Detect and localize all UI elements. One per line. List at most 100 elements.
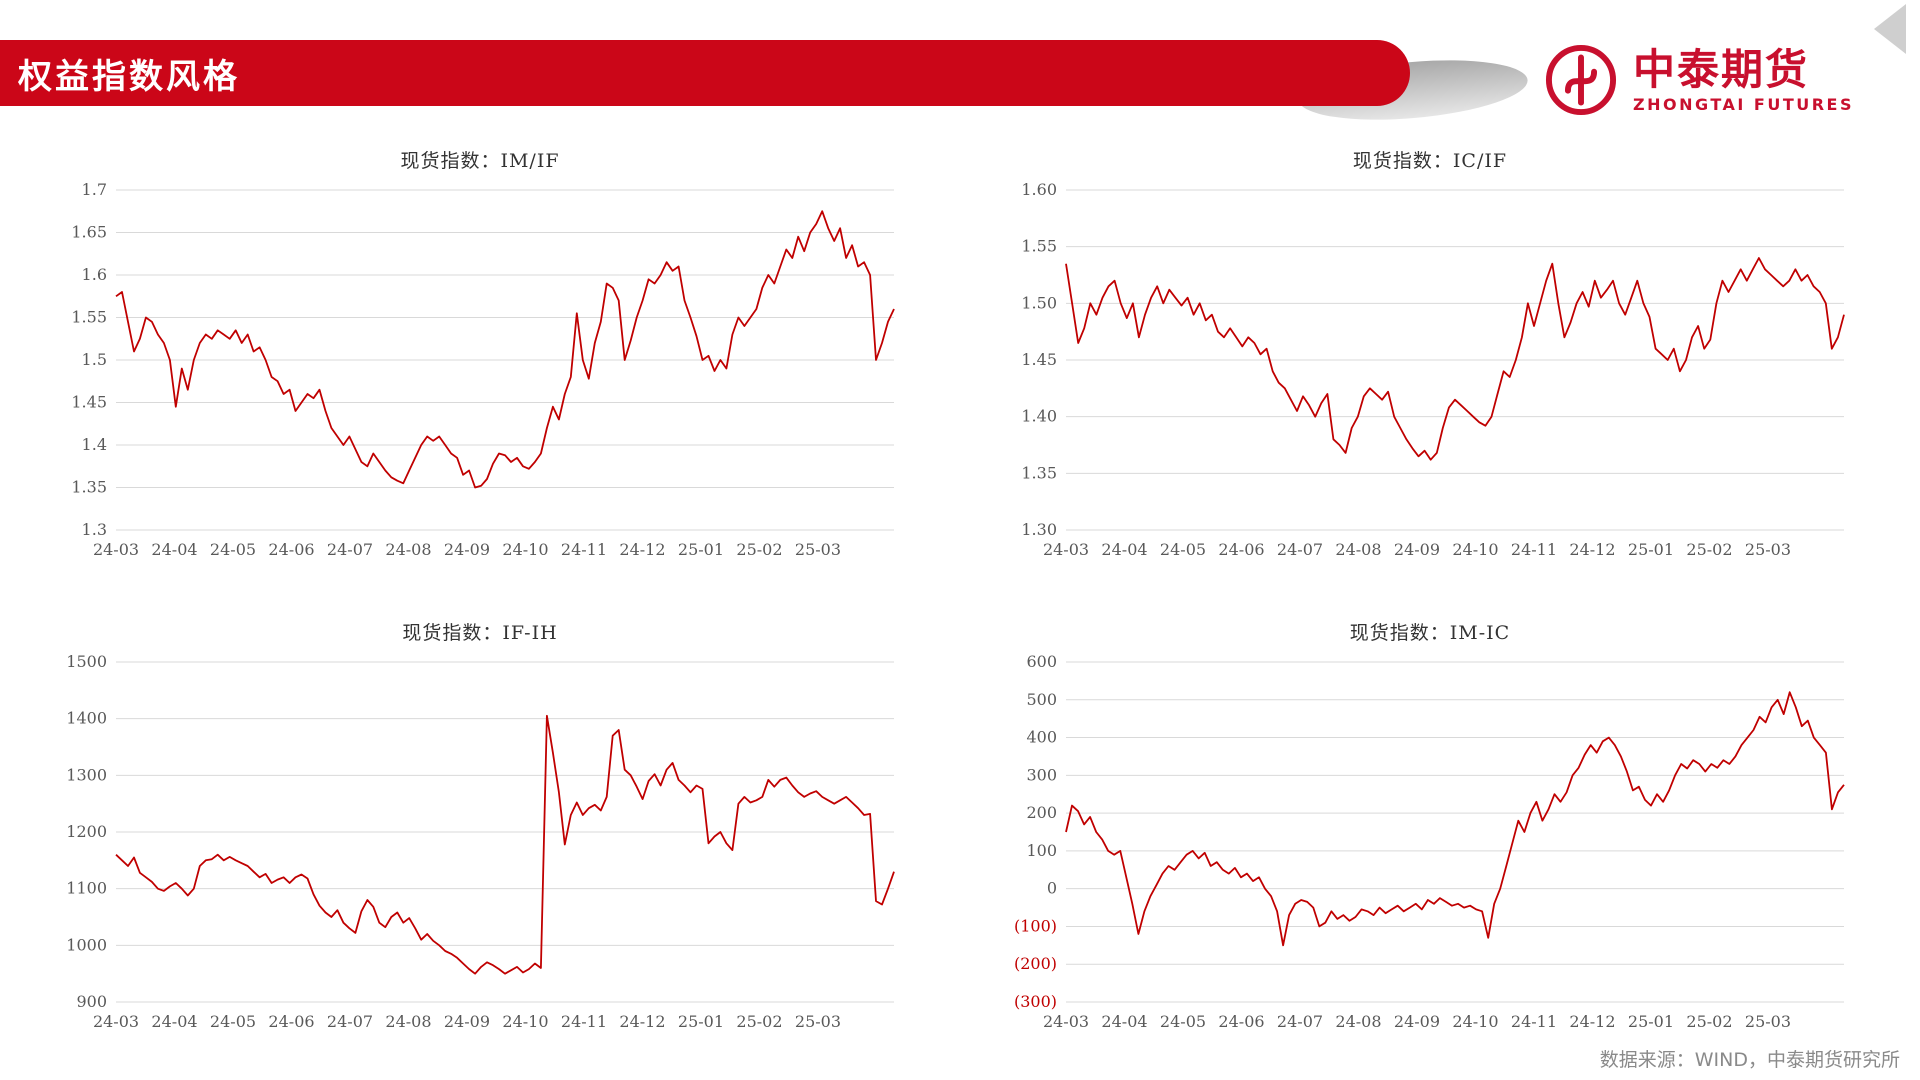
y-tick-label: 1.40 (1021, 407, 1057, 426)
x-tick-label: 24-08 (385, 540, 431, 559)
x-tick-label: 24-07 (1277, 540, 1323, 559)
y-tick-label: 1.60 (1021, 180, 1057, 199)
y-tick-label: 1.55 (1021, 237, 1057, 256)
brand-name: 中泰期货 (1632, 44, 1809, 94)
x-tick-label: 24-07 (327, 540, 373, 559)
chart-ic-if: 现货指数：IC/IF 1.60 1.55 1.50 1.45 1.40 1.35 1.30 2… (1000, 148, 1860, 568)
y-tick-label: 1.45 (1021, 350, 1057, 369)
y-tick-label: 1.30 (1021, 520, 1057, 539)
x-tick-label: 24-04 (1101, 540, 1147, 559)
chart-im-ic: 现货指数：IM-IC 600 500 400 300 200 100 0 (100) (200)… (1000, 620, 1860, 1040)
y-tick-label: 1.65 (71, 223, 107, 242)
x-tick-label: 24-03 (1043, 540, 1089, 559)
brand-name-en: ZHONGTAI FUTURES (1632, 94, 1854, 114)
x-tick-label: 25-03 (1745, 540, 1791, 559)
chart-title: 现货指数：IF-IH (402, 622, 558, 644)
x-tick-label: 24-06 (268, 540, 314, 559)
x-tick-label: 24-12 (1569, 540, 1615, 559)
x-tick-label: 24-03 (93, 540, 139, 559)
y-tick-label: 900 (76, 992, 107, 1011)
brand-text: 中泰期货 ZHONGTAI FUTURES (1632, 44, 1854, 114)
chart-if-ih: 现货指数：IF-IH 1500 1400 1300 1200 1100 1000 900 24… (50, 620, 910, 1040)
x-tick-label: 25-02 (1686, 1012, 1732, 1031)
title-banner: 权益指数风格 (0, 40, 1410, 106)
y-tick-label: 1300 (66, 765, 107, 784)
y-tick-label: 1500 (66, 652, 107, 671)
y-tick-label: 1.50 (1021, 293, 1057, 312)
x-tick-label: 24-05 (210, 1012, 256, 1031)
corner-arrow-icon (1874, 4, 1906, 54)
zhongtai-logo-icon (1545, 44, 1617, 116)
x-tick-label: 24-12 (619, 1012, 665, 1031)
series-line (115, 714, 895, 975)
series-line (1065, 691, 1845, 947)
x-tick-label: 25-03 (795, 540, 841, 559)
x-tick-label: 24-05 (210, 540, 256, 559)
chart-title: 现货指数：IM-IC (1349, 622, 1511, 644)
x-tick-label: 24-08 (1335, 540, 1381, 559)
x-tick-label: 24-06 (268, 1012, 314, 1031)
y-tick-label: 100 (1026, 841, 1057, 860)
x-tick-label: 24-10 (1452, 540, 1498, 559)
x-tick-label: 24-04 (151, 540, 197, 559)
x-tick-label: 24-08 (1335, 1012, 1381, 1031)
x-tick-label: 24-04 (1101, 1012, 1147, 1031)
x-tick-label: 24-09 (1394, 1012, 1440, 1031)
x-tick-label: 24-03 (1043, 1012, 1089, 1031)
x-tick-label: 25-03 (1745, 1012, 1791, 1031)
chart-im-if: 现货指数：IM/IF 1.7 1.65 1.6 1.55 1.5 1.45 1.4 1.35 1… (50, 148, 910, 568)
x-tick-label: 24-04 (151, 1012, 197, 1031)
x-tick-label: 24-06 (1218, 540, 1264, 559)
brand-logo: 中泰期货 ZHONGTAI FUTURES (1543, 42, 1854, 118)
x-tick-label: 24-05 (1160, 1012, 1206, 1031)
y-tick-label: 1200 (66, 822, 107, 841)
y-tick-label: 1.7 (82, 180, 107, 199)
x-tick-label: 24-11 (561, 1012, 607, 1031)
y-tick-label: (100) (1014, 916, 1057, 935)
y-tick-label: 200 (1026, 803, 1057, 822)
x-tick-label: 25-01 (1628, 540, 1674, 559)
page-title: 权益指数风格 (18, 56, 240, 97)
y-tick-label: (300) (1014, 992, 1057, 1011)
x-tick-label: 24-10 (502, 1012, 548, 1031)
data-source: 数据来源：WIND，中泰期货研究所 (1599, 1049, 1900, 1071)
chart-title: 现货指数：IC/IF (1352, 150, 1508, 172)
y-tick-label: (200) (1014, 954, 1057, 973)
x-tick-label: 24-12 (619, 540, 665, 559)
x-tick-label: 24-08 (385, 1012, 431, 1031)
x-tick-label: 24-07 (327, 1012, 373, 1031)
chart-plot-im-if: 1.7 1.65 1.6 1.55 1.5 1.45 1.4 1.35 1.324-03 24-0… (71, 180, 895, 559)
series-line (115, 210, 895, 489)
x-tick-label: 25-01 (678, 1012, 724, 1031)
x-tick-label: 25-02 (1686, 540, 1732, 559)
x-tick-label: 24-10 (502, 540, 548, 559)
y-tick-label: 400 (1026, 728, 1057, 747)
y-tick-label: 1.3 (82, 520, 107, 539)
chart-title: 现货指数：IM/IF (400, 150, 560, 172)
x-tick-label: 25-02 (736, 1012, 782, 1031)
x-tick-label: 25-03 (795, 1012, 841, 1031)
x-tick-label: 24-10 (1452, 1012, 1498, 1031)
y-tick-label: 0 (1047, 879, 1057, 898)
y-tick-label: 1.35 (1021, 463, 1057, 482)
x-tick-label: 24-12 (1569, 1012, 1615, 1031)
x-tick-label: 24-07 (1277, 1012, 1323, 1031)
y-tick-label: 1100 (66, 879, 107, 898)
x-tick-label: 24-05 (1160, 540, 1206, 559)
y-tick-label: 1.4 (82, 435, 107, 454)
x-tick-label: 24-11 (561, 540, 607, 559)
x-tick-label: 24-11 (1511, 1012, 1557, 1031)
x-tick-label: 25-02 (736, 540, 782, 559)
x-tick-label: 25-01 (678, 540, 724, 559)
y-tick-label: 300 (1026, 765, 1057, 784)
y-tick-label: 1.6 (82, 265, 107, 284)
y-tick-label: 1.55 (71, 308, 107, 327)
y-tick-label: 1.35 (71, 478, 107, 497)
y-tick-label: 1000 (66, 935, 107, 954)
x-tick-label: 24-09 (1394, 540, 1440, 559)
x-tick-label: 25-01 (1628, 1012, 1674, 1031)
series-line (1065, 257, 1845, 461)
y-tick-label: 1400 (66, 709, 107, 728)
